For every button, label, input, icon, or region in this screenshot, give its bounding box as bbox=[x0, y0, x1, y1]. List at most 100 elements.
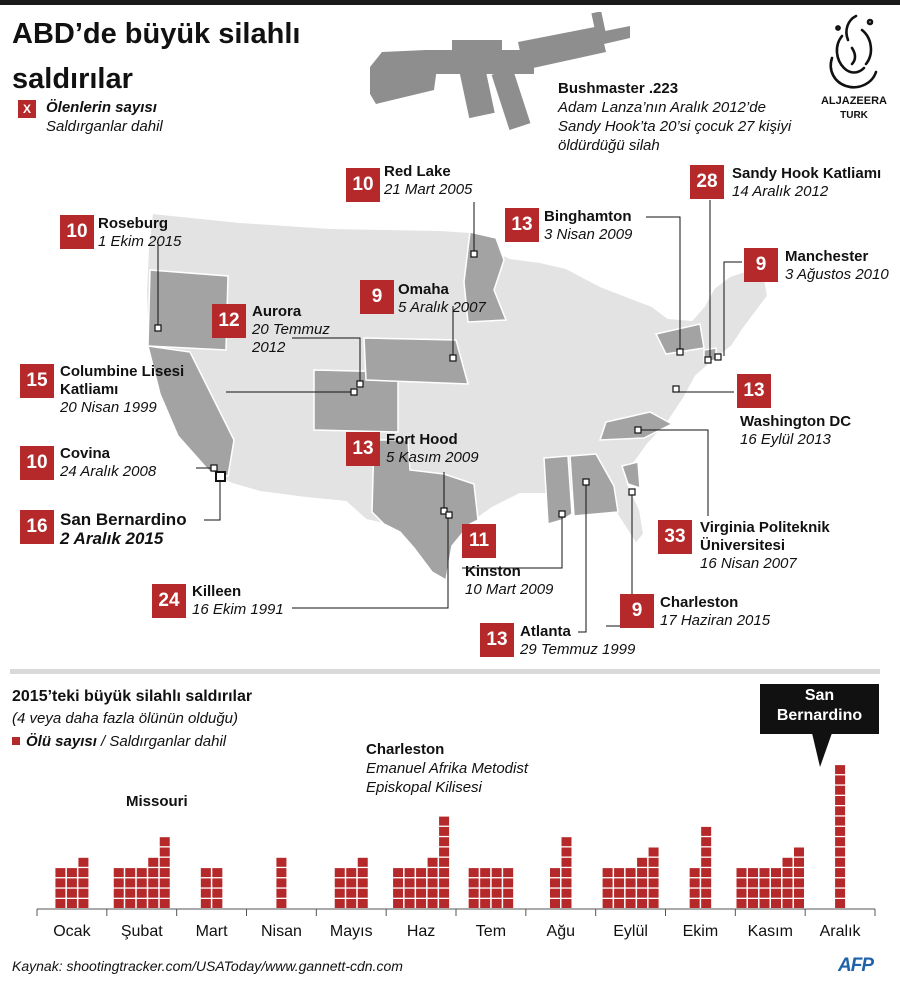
death-unit bbox=[276, 868, 287, 878]
bar-Tem-2 bbox=[480, 868, 491, 908]
death-unit bbox=[648, 847, 659, 857]
incident-name: Kinston bbox=[465, 563, 521, 580]
death-unit bbox=[637, 857, 648, 867]
death-unit bbox=[113, 868, 124, 878]
incident-date: 20 Nisan 1999 bbox=[60, 399, 157, 416]
state-texas bbox=[371, 439, 479, 582]
logo-line2: TURK bbox=[840, 110, 869, 121]
bar-Mart-2 bbox=[212, 868, 223, 908]
death-unit bbox=[835, 775, 846, 785]
bar-Eylül-1 bbox=[602, 868, 613, 908]
death-unit bbox=[614, 878, 625, 888]
bar-Haz-4 bbox=[427, 857, 438, 908]
incident-date: 2 Aralık 2015 bbox=[60, 529, 164, 548]
bar-Şubat-5 bbox=[159, 837, 170, 908]
death-unit bbox=[480, 878, 491, 888]
death-unit bbox=[212, 888, 223, 898]
death-unit bbox=[835, 868, 846, 878]
death-unit bbox=[439, 868, 450, 878]
incident-date: 16 Eylül 2013 bbox=[740, 431, 831, 448]
death-unit bbox=[480, 899, 491, 908]
badge-washington-dc: 13 bbox=[737, 374, 771, 408]
death-unit bbox=[78, 888, 89, 898]
incident-san-bernardino: San Bernardino 2 Aralık 2015 bbox=[60, 510, 187, 548]
death-unit bbox=[748, 868, 758, 878]
death-unit bbox=[276, 888, 287, 898]
month-label: Kasım bbox=[748, 923, 793, 940]
death-unit bbox=[701, 826, 712, 836]
incident-date: 5 Kasım 2009 bbox=[386, 449, 479, 466]
death-unit bbox=[66, 878, 77, 888]
death-unit bbox=[148, 899, 159, 908]
incident-date: 21 Mart 2005 bbox=[384, 181, 473, 198]
bar-Ekim-2 bbox=[701, 826, 712, 908]
death-unit bbox=[491, 899, 502, 908]
death-unit bbox=[835, 878, 846, 888]
section-divider bbox=[10, 669, 880, 674]
death-unit bbox=[782, 899, 793, 908]
death-unit bbox=[637, 888, 648, 898]
bar-Tem-3 bbox=[491, 868, 502, 908]
incident-columbine: Columbine Lisesi Katliamı 20 Nisan 1999 bbox=[60, 363, 210, 417]
death-unit bbox=[602, 878, 613, 888]
incident-date: 1 Ekim 2015 bbox=[98, 233, 182, 250]
month-label: Ekim bbox=[683, 923, 719, 940]
callout-pointer bbox=[812, 733, 832, 767]
death-unit bbox=[416, 868, 427, 878]
death-unit bbox=[148, 868, 159, 878]
usa-map bbox=[144, 200, 770, 633]
month-label: Aralık bbox=[820, 923, 862, 940]
death-unit bbox=[78, 899, 89, 908]
death-unit bbox=[835, 888, 846, 898]
bar-Şubat-4 bbox=[148, 857, 159, 908]
death-unit bbox=[648, 878, 659, 888]
incident-date: 17 Haziran 2015 bbox=[660, 612, 771, 629]
page-title: ABD’de büyük silahlı saldırılar bbox=[12, 18, 301, 95]
bar-Kasım-5 bbox=[782, 857, 793, 908]
death-unit bbox=[78, 868, 89, 878]
death-unit bbox=[759, 868, 770, 878]
incident-name: Manchester bbox=[785, 248, 869, 265]
incident-date: 14 Aralık 2012 bbox=[732, 183, 829, 200]
death-unit bbox=[416, 878, 427, 888]
bar-Mayıs-1 bbox=[334, 868, 345, 908]
death-unit bbox=[637, 868, 648, 878]
bar-Ocak-1 bbox=[55, 868, 66, 908]
death-unit bbox=[334, 878, 345, 888]
bar-Şubat-2 bbox=[125, 868, 136, 908]
bar-Ağu-1 bbox=[550, 868, 560, 908]
death-unit bbox=[212, 899, 223, 908]
death-unit bbox=[701, 837, 712, 847]
badge-binghamton: 13 bbox=[505, 208, 539, 242]
death-unit bbox=[159, 868, 170, 878]
death-unit bbox=[602, 868, 613, 878]
legend-label: Ölenlerin sayısı bbox=[46, 99, 157, 116]
bar-Haz-5 bbox=[439, 816, 450, 908]
death-unit bbox=[468, 878, 479, 888]
bar-Aralık-1 bbox=[835, 765, 846, 908]
death-unit bbox=[212, 878, 223, 888]
death-unit bbox=[136, 868, 147, 878]
annotation-title: Missouri bbox=[126, 793, 188, 810]
incident-atlanta: Atlanta 29 Temmuz 1999 bbox=[520, 623, 635, 659]
death-unit bbox=[55, 868, 66, 878]
death-unit bbox=[416, 888, 427, 898]
chart-subtitle: (4 veya daha fazla ölünün olduğu) bbox=[12, 710, 238, 727]
legend-marker: X bbox=[18, 100, 36, 118]
death-unit bbox=[159, 837, 170, 847]
incident-date: 5 Aralık 2007 bbox=[398, 299, 486, 316]
gun-desc-1: Adam Lanza’nın Aralık 2012’de bbox=[558, 99, 766, 116]
death-unit bbox=[835, 837, 846, 847]
bar-Haz-3 bbox=[416, 868, 427, 908]
state-oregon bbox=[147, 269, 229, 351]
death-unit bbox=[701, 899, 712, 908]
death-unit bbox=[439, 826, 450, 836]
death-unit bbox=[427, 857, 438, 867]
badge-roseburg: 10 bbox=[60, 215, 94, 249]
death-unit bbox=[276, 899, 287, 908]
death-unit bbox=[759, 878, 770, 888]
bar-Eylül-2 bbox=[614, 868, 625, 908]
death-unit bbox=[759, 888, 770, 898]
incident-fort-hood: Fort Hood 5 Kasım 2009 bbox=[386, 431, 479, 467]
death-unit bbox=[689, 888, 700, 898]
